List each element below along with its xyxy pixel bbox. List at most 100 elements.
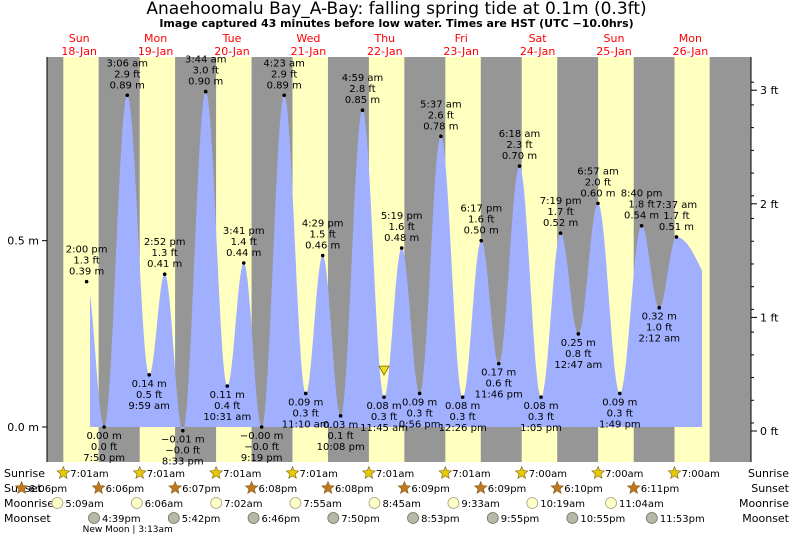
tide-m-label: 0.60 m — [580, 188, 615, 199]
tide-time-label: 4:23 am — [263, 58, 305, 69]
tide-ft-label: 2.3 ft — [506, 140, 532, 151]
tide-ft-label: 0.5 ft — [136, 390, 162, 401]
tide-time-label: 10:08 pm — [317, 442, 365, 453]
tide-ft-label: 0.1 ft — [327, 431, 353, 442]
sunrise-icon — [514, 465, 529, 479]
tide-m-label: 0.52 m — [543, 218, 578, 229]
sunrise-icon — [209, 465, 224, 479]
sunset-icon — [244, 480, 259, 494]
tide-m-label: 0.85 m — [345, 95, 380, 106]
tide-point — [320, 253, 325, 258]
astro-rows: SunriseSunriseSunsetSunsetMoonriseMoonri… — [4, 465, 790, 535]
tide-m-label: 0.25 m — [561, 338, 596, 349]
sunrise-time: 7:01am — [147, 469, 185, 480]
row-label-right-moonset: Moonset — [742, 512, 789, 525]
row-label-left-moonset: Moonset — [4, 512, 51, 525]
sunrise-time: 7:01am — [300, 469, 338, 480]
tide-point — [657, 305, 662, 310]
moonrise-time: 9:33am — [461, 499, 499, 510]
chart-title: Anaehoomalu Bay_A-Bay: falling spring ti… — [146, 0, 647, 19]
tide-time-label: 11:45 am — [360, 423, 408, 434]
tide-m-label: 0.39 m — [69, 267, 104, 278]
tide-time-label: 11:46 pm — [475, 390, 523, 401]
tide-point — [282, 93, 286, 98]
row-label-left-sunrise: Sunrise — [4, 467, 45, 480]
sunset-time: 6:09pm — [411, 484, 450, 495]
sunrise-time: 7:00am — [529, 469, 567, 480]
tide-ft-label: 0.3 ft — [371, 412, 397, 423]
moonset-time: 7:50pm — [341, 514, 380, 525]
tide-time-label: 4:59 am — [342, 73, 384, 84]
sunset-icon — [626, 480, 641, 494]
moonset-icon — [486, 512, 499, 524]
moonset-time: 9:55pm — [501, 514, 540, 525]
tide-time-label: 7:50 pm — [83, 453, 125, 464]
tide-m-label: 0.08 m — [445, 401, 480, 412]
tide-point — [225, 384, 230, 388]
tide-point — [125, 93, 130, 98]
tide-point — [360, 108, 365, 113]
tide-m-label: 0.09 m — [402, 397, 437, 408]
moonset-icon — [645, 512, 658, 524]
sunrise-icon — [591, 465, 606, 479]
tide-m-label: 0.54 m — [624, 211, 659, 222]
tide-ft-label: 0.3 ft — [528, 412, 554, 423]
right-tick-label: 1 ft — [760, 311, 779, 324]
sunset-time: 6:06pm — [106, 484, 145, 495]
tide-m-label: 0.14 m — [132, 379, 167, 390]
tide-time-label: 4:29 pm — [302, 219, 344, 230]
tide-ft-label: 1.6 ft — [468, 215, 494, 226]
tide-point — [259, 425, 264, 429]
tide-time-label: 2:52 pm — [144, 237, 186, 248]
tide-labels: 2:00 pm1.3 ft0.39 m0.00 m0.0 ft7:50 pm3:… — [66, 55, 697, 468]
tide-curve-layer — [90, 91, 702, 431]
tide-time-label: 9:59 am — [128, 401, 170, 412]
tide-m-label: 0.44 m — [226, 248, 261, 259]
tide-ft-label: 2.0 ft — [585, 177, 611, 188]
sunrise-icon — [56, 465, 71, 479]
moonrise-icon — [605, 497, 617, 509]
tide-time-label: 2:00 pm — [66, 245, 108, 256]
moonrise-icon — [289, 497, 302, 509]
day-header-date: 22-Jan — [367, 45, 403, 58]
tide-point — [241, 261, 246, 265]
day-header-date: 26-Jan — [673, 45, 709, 58]
tide-time-label: 8:40 pm — [621, 189, 663, 200]
tide-ft-label: 1.7 ft — [663, 211, 689, 222]
moonrise-time: 5:09am — [65, 499, 103, 510]
tide-area — [90, 91, 702, 431]
tide-ft-label: 2.6 ft — [428, 110, 454, 121]
tide-m-label: 0.48 m — [384, 233, 419, 244]
tide-ft-label: 2.8 ft — [349, 84, 375, 95]
tide-point — [399, 246, 404, 250]
tide-m-label: 0.90 m — [188, 77, 223, 88]
tide-time-label: 7:37 am — [656, 200, 698, 211]
tide-ft-label: −0.0 ft — [165, 446, 200, 457]
day-header-name: Wed — [296, 32, 320, 45]
right-tick-label: 3 ft — [760, 84, 779, 97]
tide-time-label: 5:37 am — [420, 99, 462, 110]
sunrise-icon — [132, 465, 147, 479]
tide-time-label: 9:19 pm — [241, 453, 283, 464]
tide-ft-label: 1.3 ft — [73, 256, 99, 267]
tide-time-label: 1:49 pm — [599, 419, 641, 430]
tide-m-label: 0.50 m — [464, 226, 499, 237]
tide-point — [382, 395, 386, 399]
tide-ft-label: 1.0 ft — [646, 323, 672, 334]
tide-time-label: 3:06 am — [106, 58, 148, 69]
moonrise-time: 8:45am — [382, 499, 420, 510]
tide-point — [180, 428, 185, 433]
day-header-date: 20-Jan — [214, 45, 250, 58]
tide-point — [674, 235, 679, 239]
sunset-icon — [91, 480, 106, 494]
tide-point — [84, 279, 89, 284]
tide-point — [338, 414, 343, 418]
tide-ft-label: 3.0 ft — [193, 66, 219, 77]
sunset-icon — [473, 480, 488, 494]
day-header-name: Mon — [144, 32, 167, 45]
moonset-time: 4:39pm — [102, 514, 141, 525]
tide-ft-label: 1.8 ft — [628, 200, 654, 211]
right-tick-label: 0 ft — [760, 425, 779, 438]
moonset-time: 11:53pm — [660, 514, 705, 525]
